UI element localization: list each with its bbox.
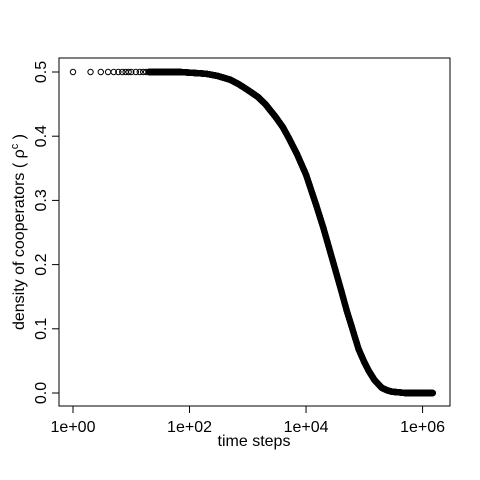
data-point	[87, 68, 94, 76]
data-points	[69, 68, 437, 397]
y-tick-label: 0.4	[33, 125, 50, 147]
data-point	[97, 68, 104, 76]
y-tick-label: 0.5	[33, 61, 50, 83]
y-axis-label-close: )	[11, 134, 28, 144]
y-tick-label: 0.3	[33, 189, 50, 211]
y-tick-label: 0.2	[33, 253, 50, 275]
plot-frame	[58, 57, 451, 407]
x-tick-label: 1e+00	[51, 419, 96, 436]
data-point	[128, 68, 135, 76]
x-tick-label: 1e+06	[400, 419, 445, 436]
x-tick-label: 1e+04	[284, 419, 329, 436]
data-point	[69, 68, 77, 76]
data-point	[119, 68, 126, 76]
y-axis-label-superscript: c	[9, 143, 21, 149]
x-tick-label: 1e+02	[167, 419, 212, 436]
y-tick-label: 0.0	[33, 382, 50, 404]
data-point	[115, 68, 122, 76]
x-axis-label: time steps	[218, 433, 291, 450]
y-axis-label-main: density of cooperators ( ρ	[11, 149, 28, 330]
data-point	[132, 68, 140, 76]
x-axis: 1e+00 1e+02 1e+04 1e+06	[51, 406, 445, 436]
data-point	[125, 68, 132, 76]
y-tick-label: 0.1	[33, 318, 50, 340]
y-axis-label: density of cooperators ( ρc )	[9, 134, 28, 330]
y-axis: 0.0 0.1 0.2 0.3 0.4 0.5	[33, 61, 59, 404]
data-point	[136, 68, 143, 76]
data-point	[429, 389, 437, 397]
data-point	[110, 68, 117, 76]
data-point	[104, 68, 112, 76]
